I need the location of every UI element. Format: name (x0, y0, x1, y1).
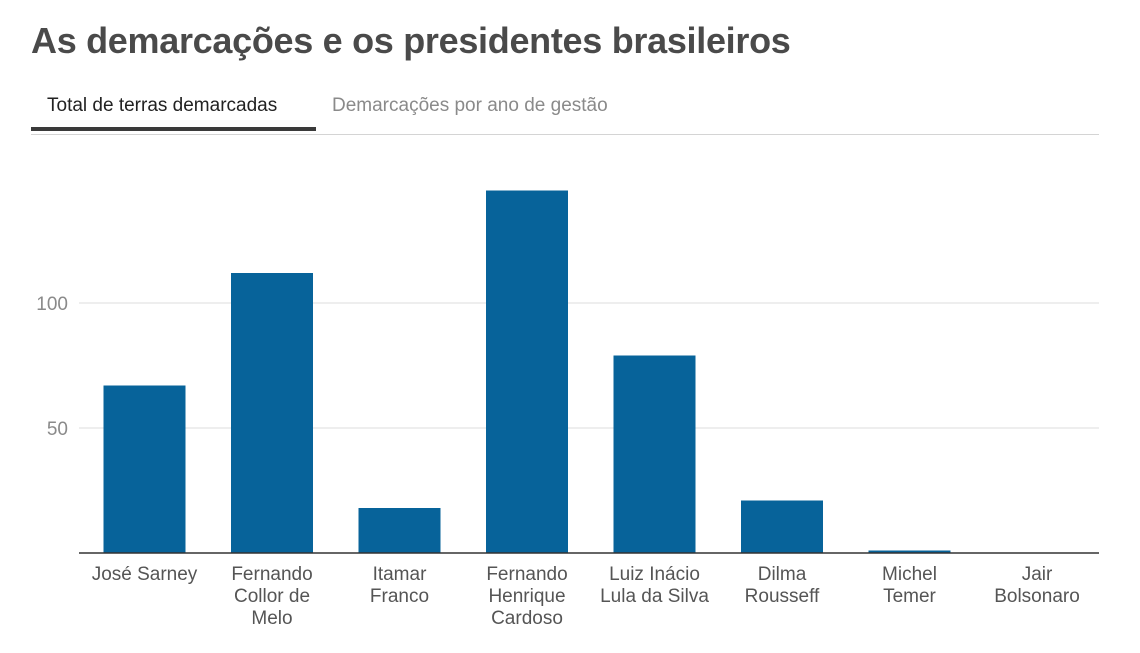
gridlines: 50 100 (36, 294, 1099, 440)
bar[interactable] (486, 190, 568, 554)
bar[interactable] (613, 355, 696, 554)
x-tick-label: Michel Temer (882, 564, 937, 607)
x-tick-label: Dilma Rousseff (745, 564, 820, 607)
bar[interactable] (741, 500, 823, 554)
x-axis-labels: José Sarney Fernando Collor de Melo Itamar Fr… (92, 564, 1080, 629)
tab-total-terras[interactable]: Total de terras demarcadas (31, 88, 316, 131)
tab-bar: Total de terras demarcadas Demarcações p… (31, 88, 1099, 135)
bar-chart: 50 100 José Sarney Fernando Collor de Melo It… (36, 190, 1099, 629)
x-tick-label: Jair Bolsonaro (994, 564, 1080, 607)
x-tick-label: José Sarney (92, 564, 198, 585)
bar[interactable] (103, 385, 186, 554)
bar[interactable] (358, 508, 441, 553)
x-tick-label: Fernando Henrique Cardoso (486, 564, 567, 629)
y-tick-label: 100 (36, 294, 68, 315)
chart-title: As demarcações e os presidentes brasilei… (31, 20, 791, 61)
bar[interactable] (868, 550, 951, 554)
bars (103, 190, 951, 554)
tab-demarcacoes-por-ano[interactable]: Demarcações por ano de gestão (332, 95, 608, 116)
x-tick-label: Itamar Franco (370, 564, 429, 607)
x-tick-label: Luiz Inácio Lula da Silva (600, 564, 709, 607)
x-tick-label: Fernando Collor de Melo (231, 564, 312, 629)
y-tick-label: 50 (47, 419, 68, 440)
bar[interactable] (231, 273, 313, 553)
